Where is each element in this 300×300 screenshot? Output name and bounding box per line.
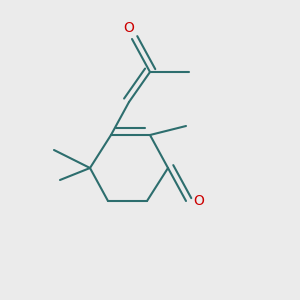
Text: O: O xyxy=(194,194,204,208)
Text: O: O xyxy=(124,20,134,34)
